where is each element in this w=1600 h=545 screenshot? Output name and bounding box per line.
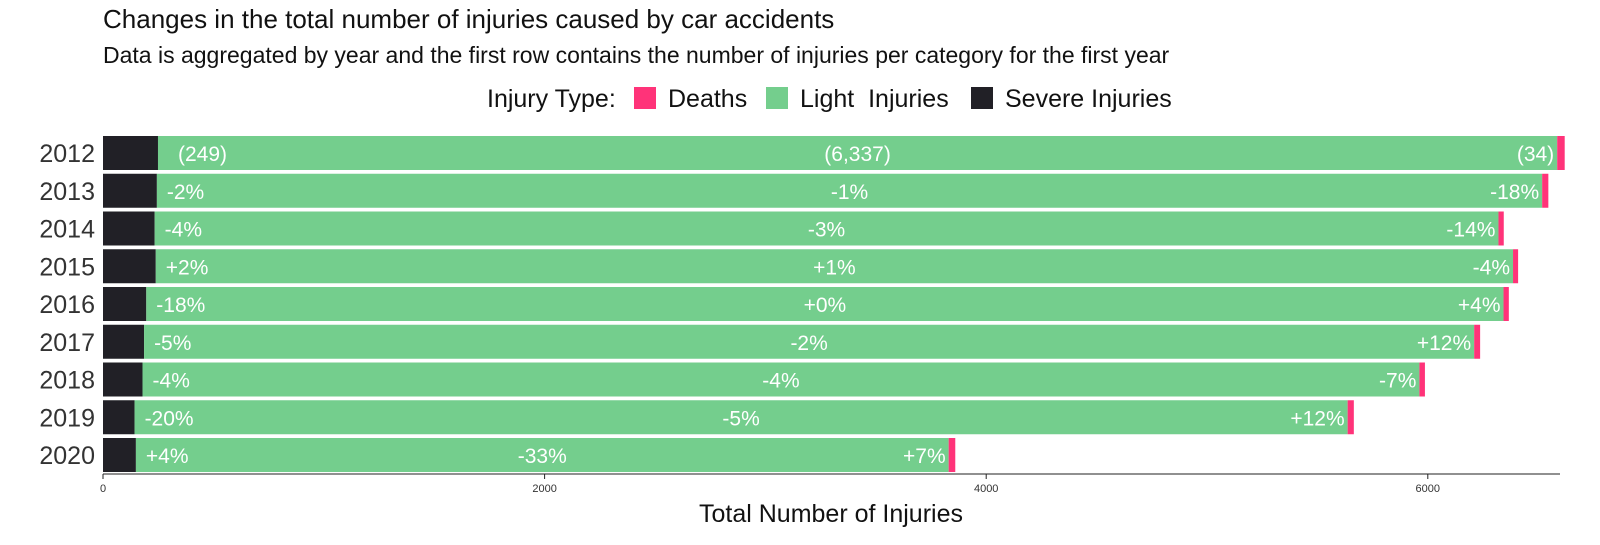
bar-light-injuries-2016: [146, 287, 1504, 321]
bar-light-injuries-2020: [135, 438, 949, 472]
bar-light-injuries-2013: [156, 173, 1543, 208]
bar-label-light-injuries-2019: -5%: [722, 407, 759, 430]
bar-label-severe-injuries-2016: -18%: [156, 294, 205, 317]
bar-label-light-injuries-2016: +0%: [804, 294, 847, 317]
y-tick-label-2015: 2015: [39, 253, 95, 281]
legend: Injury Type: Deaths Light Injuries Severe I…: [487, 85, 1172, 113]
chart-subtitle: Data is aggregated by year and the first…: [103, 42, 1170, 68]
y-tick-label-2018: 2018: [39, 367, 95, 395]
bar-deaths-2017: [1474, 324, 1481, 359]
bar-deaths-2016: [1503, 287, 1509, 321]
bar-label-deaths-2014: -14%: [1446, 219, 1495, 242]
legend-label-deaths: Deaths: [668, 85, 747, 113]
x-axis-title: Total Number of Injuries: [699, 500, 963, 528]
bar-deaths-2018: [1419, 362, 1425, 397]
bar-label-light-injuries-2014: -3%: [808, 219, 845, 242]
bar-deaths-2015: [1513, 249, 1519, 284]
bar-label-deaths-2019: +12%: [1290, 407, 1344, 430]
bar-label-severe-injuries-2012: (249): [178, 143, 227, 166]
legend-swatch-light-injuries: [766, 87, 788, 109]
bar-deaths-2020: [948, 438, 956, 472]
bars-layer: [103, 136, 1565, 472]
bar-label-deaths-2016: +4%: [1458, 294, 1501, 317]
bar-label-severe-injuries-2019: -20%: [145, 407, 194, 430]
bar-label-severe-injuries-2017: -5%: [154, 332, 191, 355]
legend-label-light-injuries: Light Injuries: [800, 85, 949, 113]
bar-light-injuries-2019: [134, 400, 1348, 435]
legend-swatch-severe-injuries: [971, 87, 993, 109]
bar-severe-injuries-2016: [103, 287, 147, 321]
bar-label-severe-injuries-2014: -4%: [165, 219, 202, 242]
bar-severe-injuries-2017: [103, 324, 145, 359]
bar-label-deaths-2018: -7%: [1379, 370, 1416, 393]
bar-label-deaths-2020: +7%: [903, 445, 946, 468]
bar-label-light-injuries-2017: -2%: [790, 332, 827, 355]
y-tick-label-2014: 2014: [39, 216, 95, 244]
bar-deaths-2013: [1542, 173, 1549, 208]
y-tick-label-2012: 2012: [39, 140, 95, 168]
y-axis: 2012 2013 2014 2015 2016 2017 2018 2019 2020: [39, 140, 95, 470]
bar-severe-injuries-2012: [103, 136, 158, 170]
bar-label-deaths-2017: +12%: [1417, 332, 1471, 355]
x-tick-label-2000: 2000: [532, 483, 556, 495]
chart-title: Changes in the total number of injuries …: [103, 4, 835, 34]
bar-severe-injuries-2018: [103, 362, 143, 397]
bar-light-injuries-2012: [157, 136, 1558, 170]
legend-swatch-deaths: [634, 87, 656, 109]
y-tick-label-2016: 2016: [39, 291, 95, 319]
bar-severe-injuries-2019: [103, 400, 135, 435]
bar-severe-injuries-2014: [103, 211, 155, 246]
bar-label-severe-injuries-2020: +4%: [146, 445, 189, 468]
bar-label-light-injuries-2015: +1%: [813, 256, 856, 279]
y-tick-label-2019: 2019: [39, 404, 95, 432]
legend-label-severe-injuries: Severe Injuries: [1005, 85, 1172, 113]
bar-severe-injuries-2015: [103, 249, 156, 284]
bar-deaths-2014: [1498, 211, 1504, 246]
y-tick-label-2017: 2017: [39, 329, 95, 357]
bar-label-light-injuries-2013: -1%: [831, 181, 868, 204]
x-tick-label-0: 0: [100, 483, 106, 495]
bar-label-deaths-2012: (34): [1517, 143, 1554, 166]
bar-label-severe-injuries-2018: -4%: [153, 370, 190, 393]
bar-severe-injuries-2013: [103, 173, 157, 208]
bar-label-light-injuries-2012: (6,337): [824, 143, 891, 166]
bar-light-injuries-2018: [142, 362, 1420, 397]
bar-label-severe-injuries-2013: -2%: [167, 181, 204, 204]
x-tick-label-6000: 6000: [1416, 483, 1440, 495]
bar-label-light-injuries-2020: -33%: [518, 445, 567, 468]
bar-light-injuries-2014: [154, 211, 1499, 246]
legend-title: Injury Type:: [487, 85, 616, 113]
bar-label-light-injuries-2018: -4%: [762, 370, 799, 393]
bar-label-severe-injuries-2015: +2%: [166, 256, 209, 279]
bar-deaths-2012: [1557, 136, 1565, 170]
bar-light-injuries-2015: [155, 249, 1514, 284]
x-axis: 0 2000 4000 6000: [100, 473, 1560, 495]
x-tick-label-4000: 4000: [974, 483, 998, 495]
bar-deaths-2019: [1347, 400, 1354, 435]
y-tick-label-2020: 2020: [39, 442, 95, 470]
bar-labels-layer: (249) (6,337) (34) -2% -1% -18% -4% -3% -14% +2% +…: [145, 143, 1555, 468]
bar-label-deaths-2013: -18%: [1490, 181, 1539, 204]
bar-label-deaths-2015: -4%: [1473, 256, 1510, 279]
bar-severe-injuries-2020: [103, 438, 136, 472]
y-tick-label-2013: 2013: [39, 178, 95, 206]
bar-light-injuries-2017: [144, 324, 1475, 359]
